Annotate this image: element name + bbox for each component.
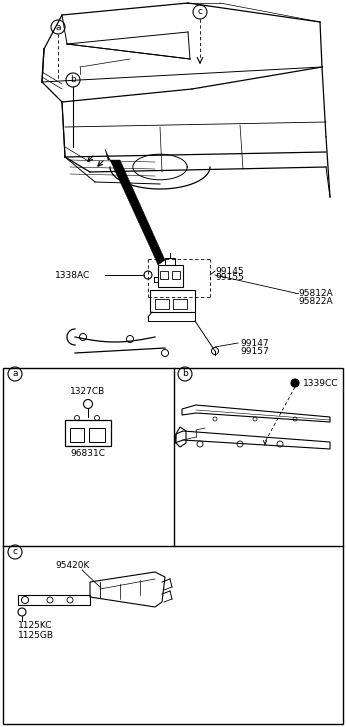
Text: 95420K: 95420K [55,561,89,569]
Bar [65,420,111,446]
Text: b: b [182,369,188,379]
Bar [160,271,168,279]
Bar [173,299,187,309]
Bar [155,299,169,309]
Bar [89,428,105,442]
Bar [172,271,180,279]
Circle shape [291,379,299,387]
Text: c: c [12,547,18,556]
Text: 95812A: 95812A [298,289,333,297]
Text: c: c [198,7,202,17]
Text: 99145: 99145 [215,267,244,276]
Bar [3,368,343,724]
Text: 99157: 99157 [240,347,269,356]
Bar [158,265,183,287]
Polygon shape [105,149,165,265]
Bar [18,595,90,605]
Text: 96831C: 96831C [71,449,106,459]
Text: a: a [12,369,18,379]
Text: 1339CC: 1339CC [303,379,338,387]
Text: b: b [70,76,76,84]
Text: 1125KC: 1125KC [18,621,53,630]
Text: 1327CB: 1327CB [70,387,106,396]
Text: 1125GB: 1125GB [18,630,54,640]
Bar [70,428,84,442]
Text: 99155: 99155 [215,273,244,283]
Text: 95822A: 95822A [298,297,333,307]
Text: a: a [55,23,61,31]
Text: 99147: 99147 [240,339,268,348]
Bar [150,290,195,312]
Text: 1338AC: 1338AC [55,270,90,279]
Bar [165,258,175,265]
